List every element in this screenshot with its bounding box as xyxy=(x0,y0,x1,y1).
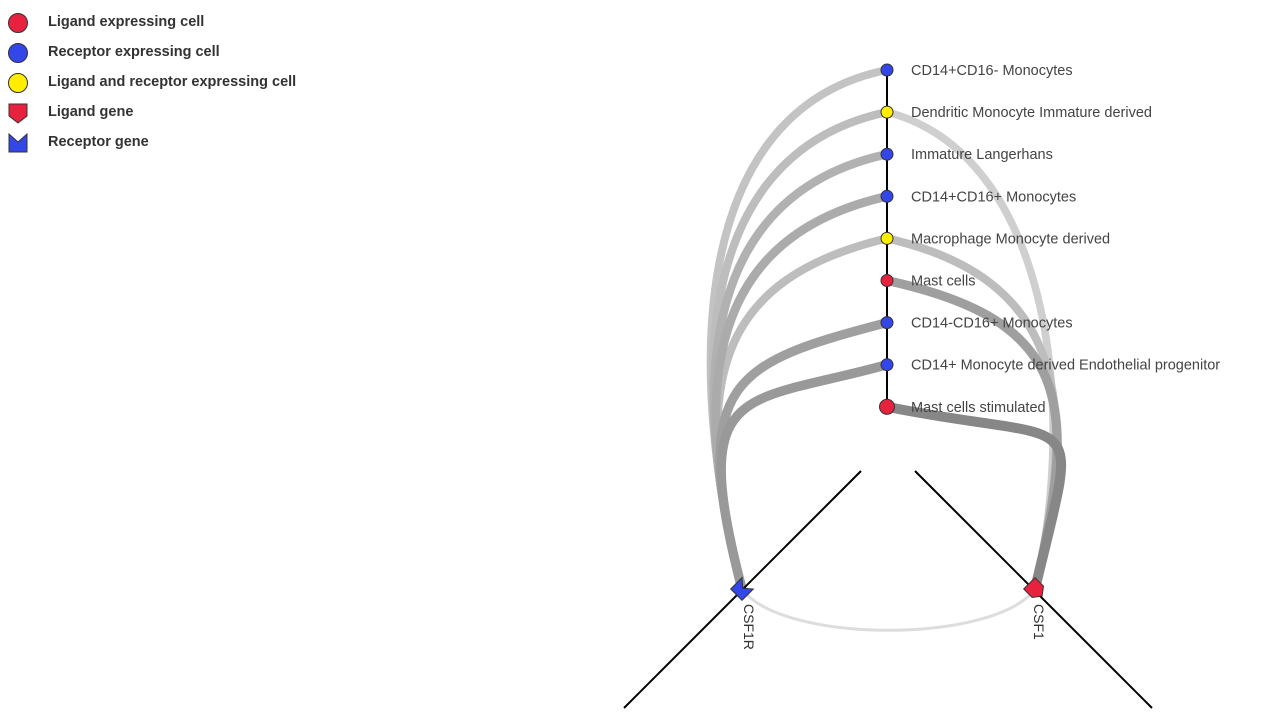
receptor-gene-icon xyxy=(8,132,28,153)
legend-label: Receptor gene xyxy=(48,134,149,150)
legend-label: Ligand expressing cell xyxy=(48,14,205,30)
legend: Ligand expressing cell Receptor expressi… xyxy=(0,0,420,170)
cell-label-cd14-cd16-monocytes: CD14+CD16+ Monocytes xyxy=(911,189,1076,205)
genes-layer: CSF1R CSF1 xyxy=(729,576,1048,650)
receptor-gene-label: CSF1R xyxy=(741,604,757,650)
cell-label-dendritic-monocyte-immature-derived: Dendritic Monocyte Immature derived xyxy=(911,105,1152,121)
cell-node-mast-cells[interactable] xyxy=(880,274,894,287)
cell-label-macrophage-monocyte-derived: Macrophage Monocyte derived xyxy=(911,231,1110,247)
ligand-cell-circle-icon xyxy=(8,13,28,33)
link-cd14-monocyte-derived-endothelial-progenitor-csf1r xyxy=(716,360,892,594)
link-cd14-cd16-monocytes-csf1r xyxy=(715,318,892,594)
ligand-gene-icon xyxy=(8,103,28,124)
cell-node-dendritic-monocyte-immature-derived[interactable] xyxy=(880,105,894,119)
cell-node-cd14-cd16-monocytes[interactable] xyxy=(880,316,894,330)
legend-label: Ligand gene xyxy=(48,104,134,120)
both-cell-circle-icon xyxy=(8,73,28,93)
cell-node-macrophage-monocyte-derived[interactable] xyxy=(880,231,894,245)
labels-layer: CD14+CD16- Monocytes Dendritic Monocyte I… xyxy=(911,63,1220,416)
receptor-cell-circle-icon xyxy=(8,43,28,63)
cell-node-cd14-cd16-monocytes[interactable] xyxy=(880,63,894,77)
cell-label-cd14-monocyte-derived-endothelial-progenitor: CD14+ Monocyte derived Endothelial proge… xyxy=(911,358,1220,374)
cell-label-cd14-cd16-monocytes: CD14+CD16- Monocytes xyxy=(911,63,1073,79)
ligand-gene-label: CSF1 xyxy=(1031,604,1047,640)
legend-label: Receptor expressing cell xyxy=(48,44,220,60)
legend-item-receptor-gene: Receptor gene xyxy=(0,127,420,157)
cell-label-mast-cells-stimulated: Mast cells stimulated xyxy=(911,400,1046,416)
ligand-gene-node[interactable] xyxy=(1022,576,1048,602)
legend-label: Ligand and receptor expressing cell xyxy=(48,74,297,90)
legend-item-ligand-cell: Ligand expressing cell xyxy=(0,7,420,37)
nodes-layer xyxy=(879,63,895,415)
cell-node-cd14-monocyte-derived-endothelial-progenitor[interactable] xyxy=(880,358,894,372)
link-mast-cells-stimulated-csf1 xyxy=(882,401,1066,594)
receptor-gene-node[interactable] xyxy=(729,576,755,602)
cell-label-immature-langerhans: Immature Langerhans xyxy=(911,147,1053,163)
legend-item-both-cell: Ligand and receptor expressing cell xyxy=(0,67,420,97)
cell-node-cd14-cd16-monocytes[interactable] xyxy=(880,189,894,203)
cell-node-mast-cells-stimulated[interactable] xyxy=(879,398,895,415)
legend-item-receptor-cell: Receptor expressing cell xyxy=(0,37,420,67)
cell-label-mast-cells: Mast cells xyxy=(911,274,975,290)
links-layer xyxy=(706,66,1066,632)
gene-gene-link xyxy=(740,588,1037,632)
legend-item-ligand-gene: Ligand gene xyxy=(0,97,420,127)
axes-layer xyxy=(623,70,1153,709)
cell-node-immature-langerhans[interactable] xyxy=(880,147,894,161)
cell-label-cd14-cd16-monocytes: CD14-CD16+ Monocytes xyxy=(911,316,1073,332)
